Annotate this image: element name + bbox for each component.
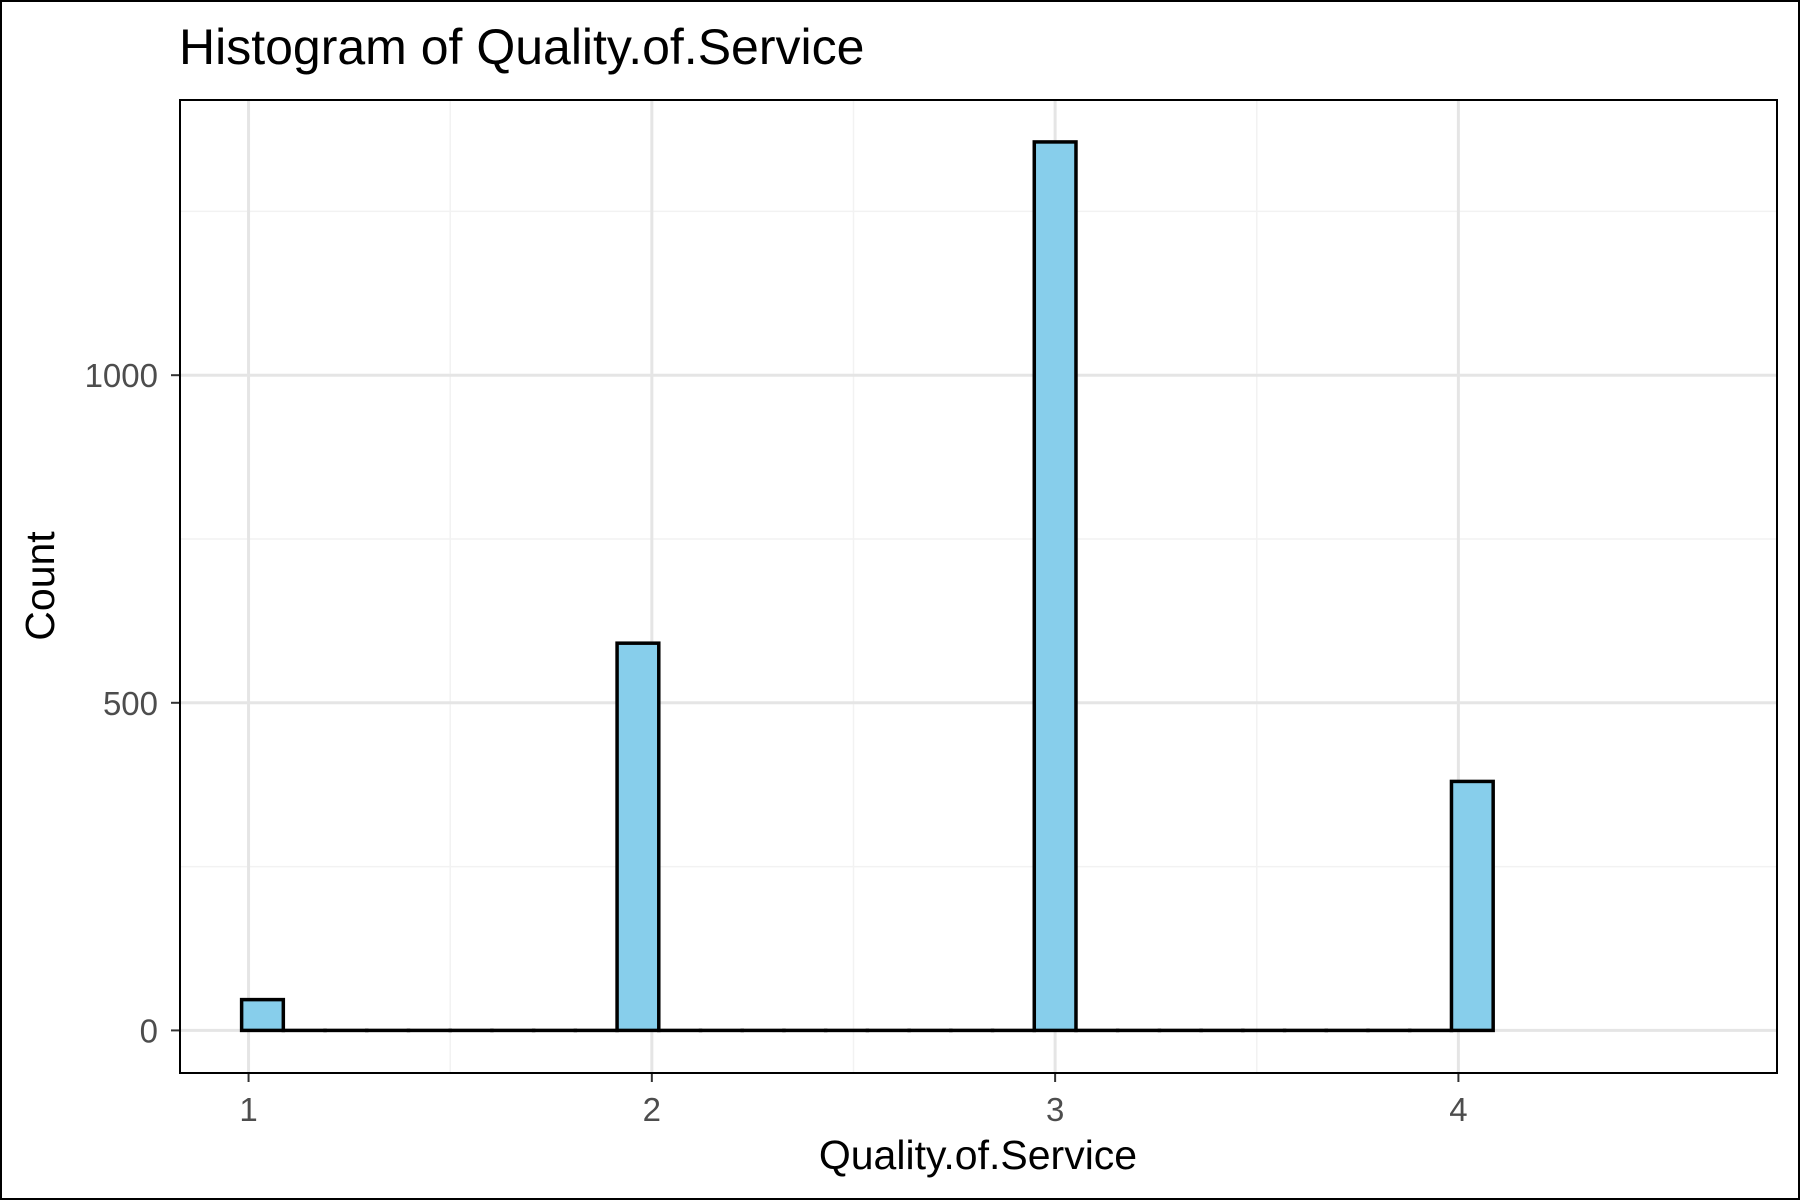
x-axis-title: Quality.of.Service <box>819 1132 1137 1178</box>
y-tick-label: 0 <box>140 1012 158 1049</box>
x-tick-label: 1 <box>239 1091 257 1128</box>
histogram-bar <box>1451 781 1493 1030</box>
y-tick-label: 500 <box>103 685 158 722</box>
x-tick-label: 2 <box>643 1091 661 1128</box>
bars-layer <box>242 142 1494 1030</box>
x-tick-label: 3 <box>1046 1091 1064 1128</box>
histogram-bar <box>617 643 659 1030</box>
chart-title: Histogram of Quality.of.Service <box>179 19 864 75</box>
histogram-bar <box>1034 142 1076 1030</box>
y-tick-label: 1000 <box>85 357 158 394</box>
histogram-bar <box>242 1000 284 1031</box>
plot-panel-border <box>180 100 1777 1073</box>
axis-layer: 0 500 1000 1 2 3 4 <box>85 357 1468 1128</box>
x-tick-label: 4 <box>1449 1091 1467 1128</box>
y-axis-title: Count <box>17 531 63 641</box>
grid-layer <box>180 100 1777 1073</box>
